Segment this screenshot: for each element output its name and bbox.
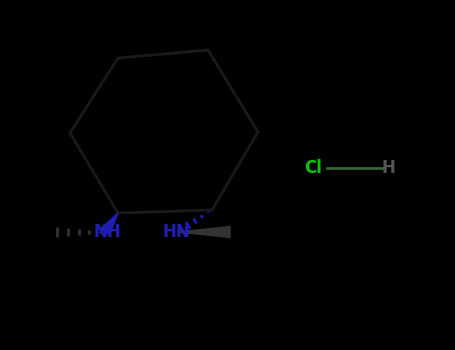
Polygon shape (101, 213, 118, 235)
Text: NH: NH (93, 223, 121, 241)
Text: HN: HN (162, 223, 190, 241)
Text: H: H (381, 159, 395, 177)
Text: Cl: Cl (304, 159, 322, 177)
Polygon shape (178, 226, 230, 238)
